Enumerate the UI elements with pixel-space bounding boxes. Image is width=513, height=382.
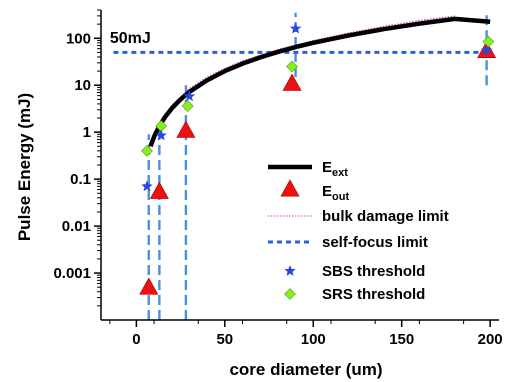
x-tick-label: 150 [389, 331, 414, 348]
legend-label-selffocus: self-focus limit [322, 234, 428, 251]
sbs-marker [183, 90, 196, 102]
y-tick-label: 100 [66, 30, 91, 47]
legend-marker-e-out [280, 179, 300, 197]
y-tick-label: 0.01 [62, 218, 91, 235]
srs-marker [286, 60, 298, 73]
x-tick-label: 100 [301, 331, 326, 348]
tick-labels: 0 50 100 150 200 0.001 0.01 0.1 1 10 100 [53, 30, 502, 348]
legend-subscript-e_out: out [332, 191, 349, 203]
y-tick-label: 0.001 [53, 265, 91, 282]
e-out-marker [282, 73, 302, 91]
annotation-50mj: 50mJ [110, 30, 151, 47]
y-tick-label: 0.1 [70, 171, 91, 188]
srs-marker [141, 144, 153, 157]
x-axis-title: core diameter (um) [229, 360, 382, 379]
sbs-marker [480, 44, 493, 56]
legend-subscript-e_ext: ext [332, 167, 348, 179]
legend-label-bulk: bulk damage limit [322, 208, 449, 225]
series-lines [113, 15, 491, 148]
legend-marker-srs [284, 288, 296, 300]
x-tick-label: 50 [216, 331, 233, 348]
sbs-marker [289, 22, 302, 34]
legend-label-srs: SRS threshold [322, 286, 425, 303]
sbs-marker [155, 129, 167, 141]
axes [94, 9, 499, 327]
x-tick-label: 0 [132, 331, 140, 348]
e-out-marker [176, 120, 196, 138]
e-ext-line [148, 16, 491, 148]
y-axis-title: Pulse Energy (mJ) [15, 93, 34, 241]
y-tick-label: 1 [83, 124, 91, 141]
srs-marker [181, 100, 194, 112]
e-out-marker [149, 181, 169, 199]
data-markers [139, 22, 497, 295]
y-tick-label: 10 [74, 77, 91, 94]
legend-label-sbs: SBS threshold [322, 263, 425, 280]
annotations: 50mJ [110, 30, 151, 47]
legend-marker-sbs [284, 265, 296, 276]
e-out-marker [139, 277, 159, 295]
sbs-marker [141, 180, 153, 192]
srs-marker [482, 35, 495, 48]
x-tick-label: 200 [478, 331, 503, 348]
